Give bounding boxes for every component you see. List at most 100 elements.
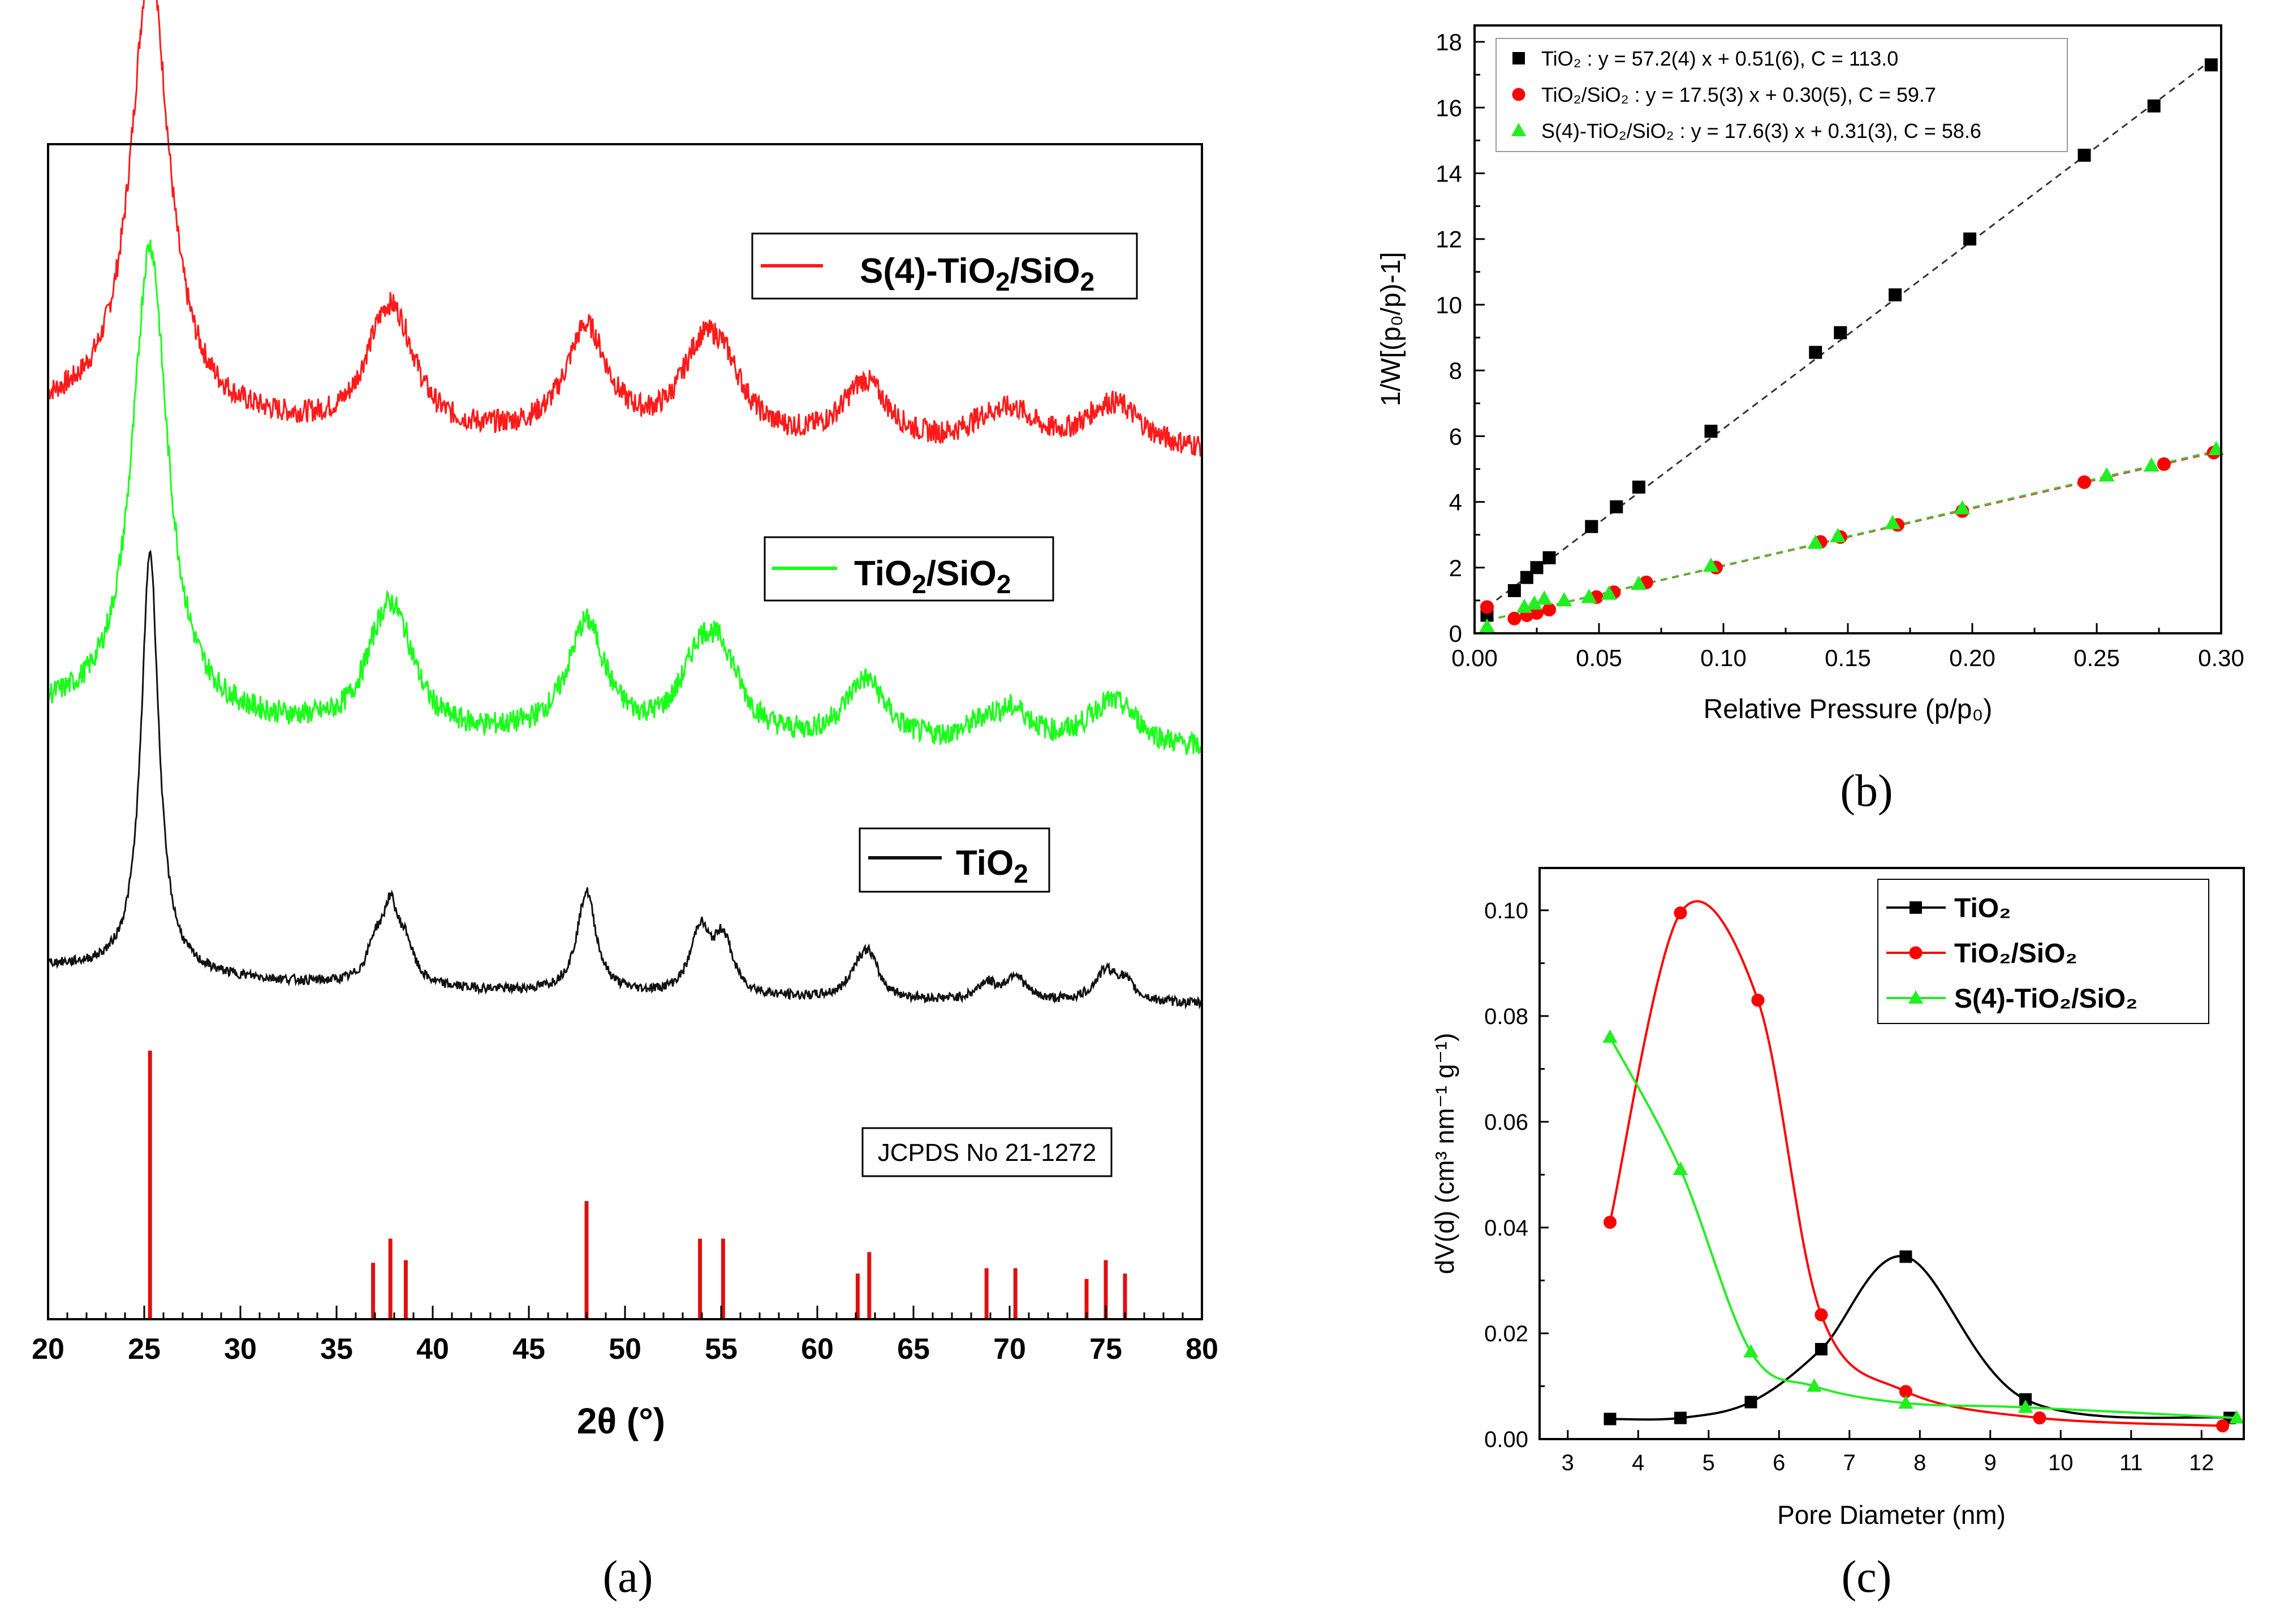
bet-point — [1954, 500, 1971, 515]
bet-y-tick-label: 18 — [1436, 29, 1462, 55]
bet-ticks: 0.00 0.05 0.10 0.15 0.20 0.25 0.30 0 2 4 6 8 10 12 14 1… — [1436, 29, 2244, 671]
xrd-x-ticks: 20 25 30 35 40 45 50 55 60 65 70 75 80 — [32, 1306, 1218, 1366]
bjh-point — [1899, 1385, 1912, 1398]
caption-b: (b) — [1840, 766, 1893, 816]
bet-y-tick-label: 6 — [1449, 423, 1462, 450]
bjh-y-tick-label: 0.06 — [1484, 1110, 1528, 1135]
xrd-x-tick-label: 50 — [609, 1333, 641, 1366]
bet-y-tick-label: 8 — [1449, 357, 1462, 384]
bet-legend-marker — [1511, 123, 1527, 136]
bjh-point — [1743, 1344, 1758, 1358]
bet-point — [1631, 576, 1647, 590]
reference-lines — [148, 1051, 1127, 1319]
xrd-panel: 20 25 30 35 40 45 50 55 60 65 70 75 80 2θ (°) S(4)-T… — [32, 0, 1218, 1602]
bet-point — [2204, 58, 2218, 72]
bet-x-tick-label: 0.05 — [1576, 645, 1622, 671]
bjh-x-tick-label: 12 — [2189, 1450, 2214, 1475]
bet-y-tick-label: 12 — [1436, 226, 1462, 253]
bet-point — [1536, 590, 1553, 605]
reference-label-box: JCPDS No 21-1272 — [861, 1127, 1113, 1177]
bet-point — [1601, 585, 1617, 600]
bet-point — [2208, 440, 2225, 455]
xrd-x-tick-label: 30 — [224, 1333, 257, 1366]
bet-panel: 0.00 0.05 0.10 0.15 0.20 0.25 0.30 0 2 4 6 8 10 12 14 1… — [1376, 24, 2244, 816]
bet-point — [1507, 611, 1522, 625]
bet-y-axis-label: 1/W[(p₀/p)-1] — [1376, 252, 1406, 406]
xrd-x-tick-label: 20 — [32, 1333, 64, 1366]
bjh-point — [1604, 1413, 1617, 1426]
legend-t-label: TiO2 — [956, 844, 1028, 888]
bjh-x-tick-label: 5 — [1702, 1450, 1715, 1475]
bjh-x-tick-label: 10 — [2048, 1450, 2074, 1475]
bet-point — [2098, 467, 2115, 482]
xrd-x-tick-label: 80 — [1186, 1333, 1218, 1366]
xrd-x-tick-label: 40 — [416, 1333, 449, 1366]
bjh-point — [2018, 1400, 2033, 1413]
bet-point — [1889, 288, 1902, 301]
bjh-y-tick-label: 0.00 — [1484, 1427, 1528, 1452]
bjh-y-tick-label: 0.08 — [1484, 1004, 1528, 1029]
bjh-x-tick-label: 7 — [1843, 1450, 1856, 1475]
bet-x-tick-label: 0.00 — [1451, 645, 1498, 671]
bjh-point — [1603, 1216, 1617, 1229]
bjh-legend-marker — [1909, 946, 1923, 960]
xrd-x-tick-label: 25 — [128, 1333, 161, 1366]
bjh-point — [1751, 994, 1765, 1007]
bet-point — [2143, 457, 2160, 472]
bjh-point — [1674, 1411, 1687, 1424]
xrd-traces — [47, 0, 1202, 1010]
bet-x-tick-label: 0.10 — [1700, 645, 1747, 671]
bjh-x-tick-label: 3 — [1562, 1450, 1574, 1475]
xrd-x-axis-label: 2θ (°) — [577, 1401, 665, 1441]
bet-point — [2157, 457, 2171, 471]
bet-point — [1885, 515, 1901, 529]
bet-y-tick-label: 14 — [1436, 160, 1462, 187]
bjh-point — [1814, 1308, 1828, 1321]
bet-point — [1507, 584, 1521, 597]
bet-point — [1520, 571, 1533, 584]
bjh-y-tick-label: 0.04 — [1484, 1216, 1528, 1241]
bet-point — [2078, 149, 2091, 162]
bet-point — [1610, 500, 1623, 513]
xrd-x-tick-label: 75 — [1089, 1333, 1122, 1366]
xrd-x-tick-label: 65 — [897, 1333, 930, 1366]
bet-y-tick-label: 4 — [1449, 489, 1462, 516]
bjh-point — [1602, 1029, 1618, 1043]
bjh-plot-frame — [1538, 867, 2245, 1440]
bet-point — [1581, 589, 1597, 603]
bet-y-tick-label: 2 — [1449, 555, 1462, 581]
bjh-y-axis-label: dV(d) (cm³ nm⁻¹ g⁻¹) — [1430, 1033, 1459, 1275]
legend-tio2-sio2: TiO2/SiO2 — [764, 536, 1054, 602]
bet-point — [1963, 232, 1977, 246]
bjh-x-axis-label: Pore Diameter (nm) — [1777, 1500, 2006, 1530]
bjh-point — [2229, 1410, 2244, 1424]
xrd-trace-ts — [47, 239, 1202, 755]
caption-c: (c) — [1842, 1552, 1892, 1602]
bet-legend-marker — [1512, 52, 1525, 64]
bet-legend-text: TiO₂/SiO₂ : y = 17.5(3) x + 0.30(5), C =… — [1541, 83, 1936, 106]
reference-label: JCPDS No 21-1272 — [878, 1139, 1096, 1167]
bjh-y-tick-label: 0.10 — [1484, 899, 1528, 923]
bjh-legend-text: TiO₂ — [1954, 893, 2011, 923]
bet-point — [1830, 528, 1846, 542]
bjh-point — [1673, 1161, 1688, 1175]
bjh-point — [2033, 1411, 2046, 1425]
legend-tio2: TiO2 — [859, 827, 1050, 893]
bet-y-tick-label: 0 — [1449, 620, 1462, 647]
bet-y-tick-label: 10 — [1436, 292, 1462, 318]
bet-fit-line — [1486, 55, 2217, 608]
xrd-x-tick-label: 70 — [993, 1333, 1026, 1366]
bet-point — [1704, 425, 1718, 438]
bet-point — [1530, 561, 1544, 575]
bjh-x-tick-label: 4 — [1632, 1450, 1644, 1475]
bjh-legend-marker — [1910, 901, 1922, 914]
bet-point — [1585, 520, 1598, 533]
bjh-legend-text: S(4)-TiO₂/SiO₂ — [1954, 984, 2137, 1014]
bet-x-axis-label: Relative Pressure (p/p₀) — [1704, 694, 1993, 724]
bet-legend-text: TiO₂ : y = 57.2(4) x + 0.51(6), C = 113.… — [1541, 47, 1898, 70]
legend-s4-label: S(4)-TiO2/SiO2 — [860, 252, 1094, 296]
bet-point — [1809, 345, 1822, 359]
xrd-trace-t — [48, 550, 1202, 1010]
bjh-point — [1674, 906, 1687, 920]
